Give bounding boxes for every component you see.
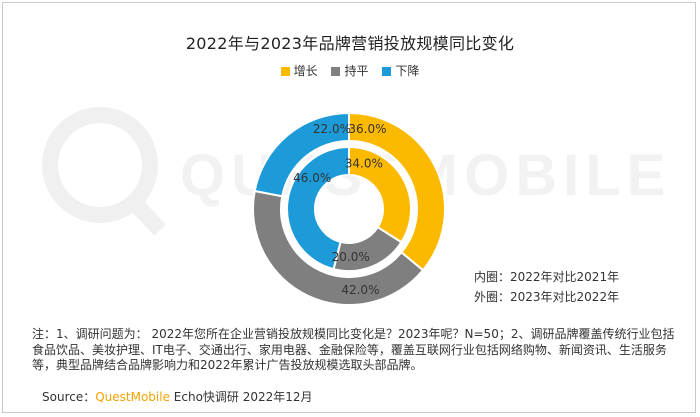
footnote: 注：1、调研问题为： 2022年您所在企业营销投放规模同比变化是？2023年呢？…	[32, 327, 675, 372]
outer-slice-decline	[253, 111, 350, 198]
legend-label-flat: 持平	[344, 64, 369, 78]
annotation-inner-ring: 内圈：2022年对比2021年	[474, 270, 620, 284]
annotation-outer-ring: 外圈：2023年对比2022年	[474, 290, 620, 304]
outer-label-decline: 22.0%	[313, 122, 351, 136]
inner-slice-growth	[348, 145, 412, 244]
legend-swatch-growth	[280, 67, 290, 76]
outer-slice-flat	[252, 189, 425, 306]
source-brand: QuestMobile	[95, 390, 170, 404]
chart-title: 2022年与2023年品牌营销投放规模同比变化	[185, 34, 515, 53]
source-line: Source：QuestMobile Echo快调研 2022年12月	[42, 388, 313, 405]
legend-item-decline: 下降	[382, 62, 419, 79]
outer-label-flat: 42.0%	[341, 283, 379, 297]
source-prefix: Source：	[42, 390, 96, 404]
legend-item-growth: 增长	[280, 62, 318, 79]
legend-item-flat: 持平	[331, 62, 369, 79]
source-suffix: Echo快调研 2022年12月	[169, 390, 313, 404]
legend-label-growth: 增长	[293, 64, 318, 78]
legend-swatch-flat	[331, 67, 341, 76]
legend: 增长 持平 下降	[0, 62, 700, 79]
inner-label-decline: 46.0%	[293, 171, 331, 185]
inner-label-flat: 20.0%	[332, 250, 370, 264]
legend-swatch-decline	[382, 67, 392, 76]
legend-label-decline: 下降	[395, 64, 420, 78]
inner-label-growth: 34.0%	[345, 156, 383, 170]
inner-slice-decline	[286, 145, 350, 271]
outer-label-growth: 36.0%	[348, 122, 386, 136]
